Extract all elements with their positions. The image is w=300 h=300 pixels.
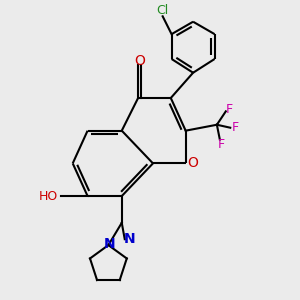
Text: F: F	[218, 138, 225, 152]
Text: Cl: Cl	[157, 4, 169, 17]
Text: HO: HO	[39, 190, 58, 202]
Text: F: F	[232, 121, 239, 134]
Text: O: O	[188, 156, 199, 170]
Text: N: N	[104, 237, 116, 250]
Text: F: F	[226, 103, 233, 116]
Text: N: N	[123, 232, 135, 246]
Text: O: O	[134, 54, 145, 68]
